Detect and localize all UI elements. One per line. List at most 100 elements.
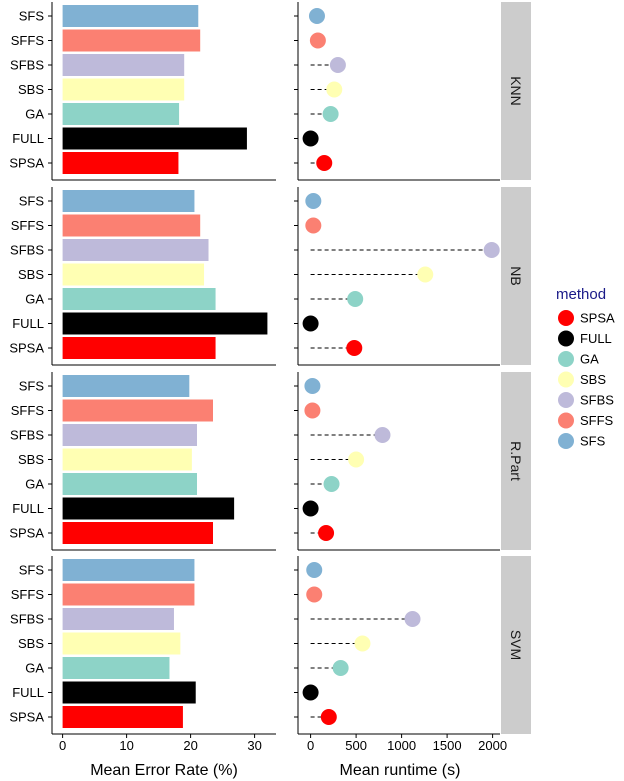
facet-strip-label: KNN [508, 76, 524, 106]
error-bar-spsa [62, 152, 179, 174]
facet-knn: KNN SFS SFFS SFBS SBS GA FULL SPSA [9, 2, 531, 181]
facet-strip [501, 556, 531, 734]
runtime-point-spsa [318, 525, 335, 541]
legend-swatch-spsa [558, 310, 574, 326]
facet-rpart: R.Part SFS SFFS SFBS SBS GA FULL SPSA [9, 372, 531, 551]
runtime-point-sbs [348, 451, 365, 468]
method-tick-label: SFBS [10, 612, 44, 627]
error-bar-sfbs [62, 608, 174, 630]
method-tick-label: SFS [19, 194, 45, 209]
runtime-axis-tick-label: 500 [345, 738, 367, 753]
legend-swatch-sfbs [558, 392, 574, 408]
facet-strip [501, 2, 531, 180]
error-axis-tick-label: 20 [183, 738, 197, 753]
method-tick-label: GA [25, 661, 44, 676]
error-bar-sfs [62, 559, 195, 581]
legend-swatch-sffs [558, 412, 574, 429]
method-tick-label: SFBS [10, 243, 44, 258]
legend-swatch-ga [558, 351, 574, 367]
error-bar-sbs [62, 632, 181, 655]
legend-label-spsa: SPSA [580, 311, 615, 326]
method-tick-label: SBS [18, 452, 44, 467]
method-tick-label: SFFS [11, 33, 45, 48]
runtime-point-sffs [309, 32, 326, 49]
facet-nb: NB SFS SFFS SFBS SBS GA FULL SPSA [9, 187, 531, 366]
method-tick-label: SPSA [9, 341, 44, 356]
method-tick-label: SFBS [10, 428, 44, 443]
legend-swatch-full [558, 330, 574, 347]
legend-title: method [556, 286, 606, 303]
method-tick-label: SBS [18, 267, 44, 282]
method-tick-label: FULL [12, 131, 44, 146]
facet-strip [501, 372, 531, 550]
method-tick-label: GA [25, 292, 44, 307]
runtime-point-ga [332, 660, 349, 676]
error-bar-sffs [62, 214, 201, 237]
error-bar-spsa [62, 522, 213, 544]
runtime-point-sfbs [374, 427, 391, 443]
runtime-axis-tick-label: 1000 [387, 738, 416, 753]
error-bar-sfbs [62, 54, 185, 76]
runtime-point-sffs [304, 402, 321, 419]
error-bar-sffs [62, 29, 201, 52]
runtime-point-sfs [308, 8, 325, 24]
method-tick-label: SFBS [10, 58, 44, 73]
runtime-point-sfbs [483, 242, 500, 258]
legend-label-sbs: SBS [580, 372, 606, 387]
facet-strip-label: NB [508, 266, 524, 285]
error-bar-sbs [62, 263, 205, 286]
legend: method SPSA FULL GA SBS SFBS SFFS SFS [556, 286, 615, 449]
facet-strip-label: R.Part [508, 441, 524, 481]
method-tick-label: SBS [18, 82, 44, 97]
method-tick-label: SFFS [11, 587, 45, 602]
runtime-point-spsa [320, 709, 337, 725]
runtime-point-sfs [305, 193, 322, 209]
error-bar-full [62, 127, 247, 150]
runtime-axis-tick-label: 1500 [433, 738, 462, 753]
error-bar-sbs [62, 448, 192, 471]
runtime-point-ga [323, 476, 340, 492]
runtime-point-ga [322, 106, 339, 122]
runtime-point-sfs [304, 378, 321, 394]
runtime-point-full [302, 130, 319, 147]
legend-label-full: FULL [580, 331, 612, 346]
method-tick-label: SFS [19, 379, 45, 394]
error-bar-full [62, 681, 196, 704]
error-bar-ga [62, 657, 170, 679]
method-tick-label: SFS [19, 9, 45, 24]
method-tick-label: SBS [18, 636, 44, 651]
runtime-point-sfbs [329, 57, 346, 73]
legend-swatch-sfs [558, 433, 574, 449]
error-bar-ga [62, 288, 216, 310]
runtime-point-sbs [326, 81, 343, 98]
runtime-point-sffs [305, 217, 322, 234]
method-tick-label: FULL [12, 501, 44, 516]
method-tick-label: FULL [12, 316, 44, 331]
error-bar-full [62, 497, 235, 520]
runtime-point-spsa [316, 155, 333, 171]
error-bar-sffs [62, 399, 213, 422]
error-axis-tick-label: 0 [59, 738, 66, 753]
error-bar-full [62, 312, 268, 335]
method-tick-label: GA [25, 107, 44, 122]
runtime-axis-tick-label: 0 [307, 738, 314, 753]
facet-svm: SVM SFS SFFS SFBS SBS GA FULL SPSA [9, 556, 531, 735]
method-tick-label: GA [25, 477, 44, 492]
error-bar-sbs [62, 78, 185, 101]
runtime-point-ga [347, 291, 364, 307]
error-axis-tick-label: 30 [247, 738, 261, 753]
legend-swatch-sbs [558, 371, 574, 388]
legend-label-sfs: SFS [580, 434, 606, 449]
error-bar-sfs [62, 375, 190, 397]
method-tick-label: SFFS [11, 403, 45, 418]
runtime-axis-tick-label: 2000 [478, 738, 507, 753]
error-bar-ga [62, 473, 197, 495]
runtime-point-full [302, 315, 319, 332]
error-bar-spsa [62, 706, 183, 728]
runtime-point-sbs [417, 266, 434, 283]
runtime-axis-title: Mean runtime (s) [340, 762, 461, 779]
error-axis-title: Mean Error Rate (%) [90, 762, 238, 779]
legend-label-sffs: SFFS [580, 413, 614, 428]
runtime-point-full [302, 500, 319, 517]
